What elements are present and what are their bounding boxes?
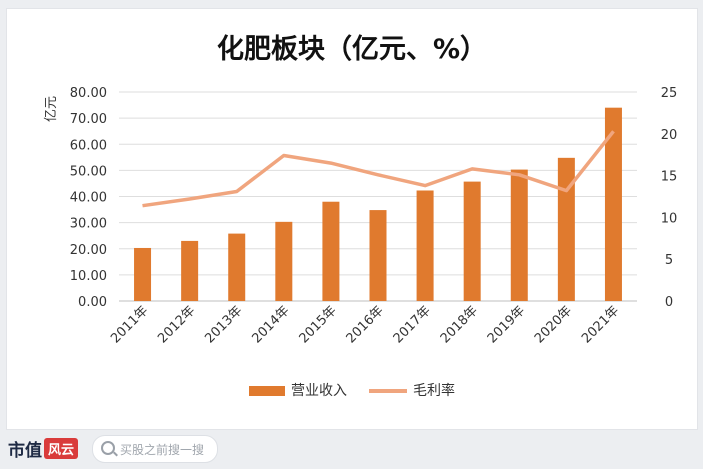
x-tick-label: 2021年 <box>579 303 622 346</box>
bar <box>275 221 293 301</box>
legend: 营业收入 毛利率 <box>249 382 455 399</box>
bar <box>416 190 434 301</box>
bar <box>510 169 528 301</box>
y-right-tick-label: 25 <box>661 86 678 101</box>
search-icon <box>101 441 115 455</box>
y-left-tick-label: 30.00 <box>70 217 107 232</box>
x-tick-label: 2012年 <box>155 303 198 346</box>
bar <box>134 247 152 301</box>
footer-bar: 市值 风云 买股之前搜一搜 <box>0 430 703 469</box>
bar <box>369 210 387 301</box>
y-left-tick-label: 10.00 <box>70 269 107 284</box>
bar <box>557 157 575 301</box>
line-path <box>142 130 615 208</box>
y-right-tick-label: 20 <box>661 128 678 143</box>
y-axis-right: 0 5 10 15 20 25 <box>661 86 678 310</box>
x-tick-label: 2015年 <box>297 303 340 346</box>
chart-svg: 0.00 10.00 20.00 30.00 40.00 50.00 60.00 70.00 8… <box>44 86 678 399</box>
y-right-tick-label: 0 <box>665 295 673 310</box>
x-axis: 2011年 2012年 2013年 2014年 2015年 2016年 2017年 2018年… <box>108 303 622 346</box>
search-box[interactable]: 买股之前搜一搜 <box>92 435 218 463</box>
search-placeholder: 买股之前搜一搜 <box>120 443 205 457</box>
bar <box>463 181 481 301</box>
x-tick-label: 2016年 <box>344 303 387 346</box>
legend-swatch-bar <box>249 386 285 396</box>
bar <box>228 233 246 301</box>
y-left-tick-label: 20.00 <box>70 243 107 258</box>
brand-name: 市值 <box>8 441 42 461</box>
chart-title: 化肥板块（亿元、%） <box>216 34 488 65</box>
y-axis-left: 0.00 10.00 20.00 30.00 40.00 50.00 60.00 70.00 8… <box>70 86 107 310</box>
y-left-tick-label: 80.00 <box>70 86 107 101</box>
y-left-tick-label: 50.00 <box>70 164 107 179</box>
x-tick-label: 2014年 <box>249 303 292 346</box>
brand-badge: 风云 <box>44 438 79 459</box>
y-right-tick-label: 10 <box>661 211 678 226</box>
x-tick-label: 2017年 <box>391 303 434 346</box>
legend-label: 毛利率 <box>413 382 455 399</box>
x-tick-label: 2013年 <box>202 303 245 346</box>
bar <box>181 240 199 301</box>
y-left-tick-label: 70.00 <box>70 112 107 127</box>
brand-logo: 市值 风云 <box>8 436 79 461</box>
x-tick-label: 2019年 <box>485 303 528 346</box>
x-tick-label: 2011年 <box>108 303 151 346</box>
bar <box>604 107 622 301</box>
bar <box>322 201 340 301</box>
y-axis-label: 亿元 <box>44 96 59 122</box>
x-tick-label: 2020年 <box>532 303 575 346</box>
y-left-tick-label: 60.00 <box>70 138 107 153</box>
legend-label: 营业收入 <box>291 383 347 399</box>
y-left-tick-label: 40.00 <box>70 191 107 206</box>
line-series <box>142 130 615 208</box>
x-tick-label: 2018年 <box>438 303 481 346</box>
y-right-tick-label: 5 <box>665 253 673 268</box>
y-right-tick-label: 15 <box>661 170 678 185</box>
y-left-tick-label: 0.00 <box>78 295 107 310</box>
chart-card: 化肥板块（亿元、%） 0.00 10.00 20.00 30.00 40.00 50.00… <box>6 8 698 430</box>
bar-series <box>134 107 622 301</box>
